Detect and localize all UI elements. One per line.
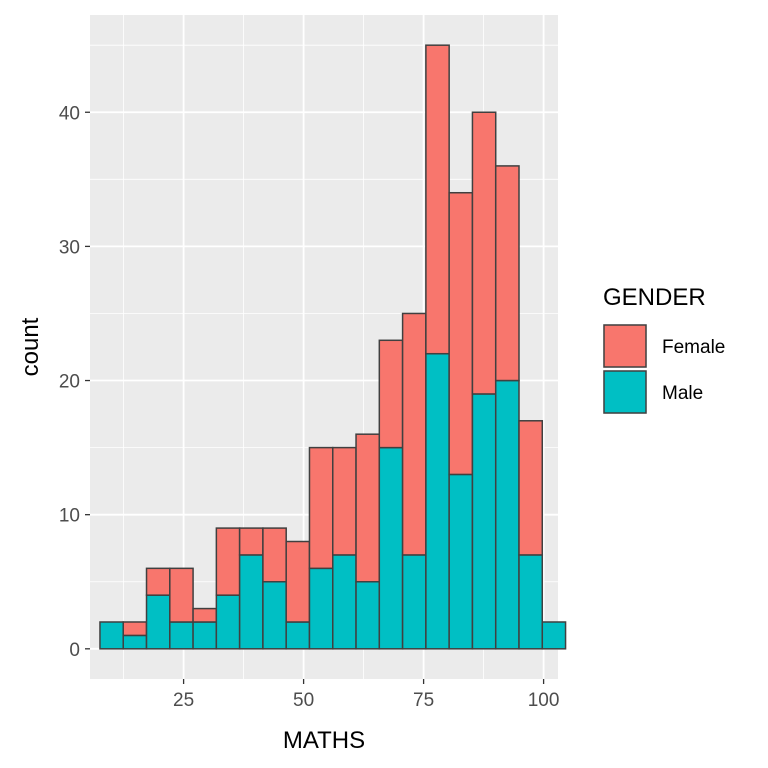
bar-male: [332, 554, 357, 650]
bar-female: [401, 312, 427, 556]
x-axis-title: MATHS: [283, 727, 365, 754]
bar-female: [192, 607, 218, 623]
bar-female: [355, 433, 381, 583]
bar-male: [518, 554, 544, 650]
bar-male: [471, 393, 497, 650]
bar-male: [238, 554, 264, 650]
bar-male: [192, 621, 218, 650]
bar-female: [285, 540, 311, 623]
bar-female: [145, 567, 171, 596]
bar-male: [448, 473, 474, 650]
bar-female: [262, 527, 287, 583]
bar-female: [308, 446, 334, 570]
bar-male: [122, 634, 148, 650]
bar-male: [355, 580, 381, 650]
bar-female: [471, 111, 497, 395]
bar-female: [378, 339, 404, 449]
bar-male: [145, 594, 171, 650]
x-tick-label: 75: [413, 690, 434, 711]
bar-male: [285, 621, 311, 650]
bar-male: [378, 446, 404, 650]
bar-female: [518, 420, 544, 556]
legend-key-male: [603, 370, 647, 414]
y-axis: 0 10 20 30 40: [59, 103, 90, 661]
bar-female: [425, 44, 450, 355]
bar-female: [122, 621, 148, 637]
bar-male: [308, 567, 334, 650]
bar-female: [494, 165, 520, 382]
y-axis-title: count: [17, 317, 44, 376]
y-tick-label: 20: [59, 372, 80, 393]
bar-female: [215, 527, 241, 596]
bar-male: [401, 554, 427, 650]
legend: GENDER Female Male: [603, 284, 725, 414]
bar-male: [541, 621, 567, 650]
bar-male: [262, 580, 287, 650]
y-tick-label: 10: [59, 506, 80, 527]
y-tick-label: 30: [59, 237, 80, 258]
legend-label-male: Male: [662, 383, 703, 404]
bar-female: [238, 527, 264, 556]
bar-female: [448, 191, 474, 476]
bar-female: [169, 567, 194, 623]
bar-male: [99, 621, 124, 650]
bar-male: [425, 352, 450, 650]
x-tick-label: 100: [528, 690, 560, 711]
legend-label-female: Female: [662, 337, 725, 358]
bar-male: [169, 621, 194, 650]
bars: [99, 44, 567, 650]
bar-male: [215, 594, 241, 650]
y-tick-label: 40: [59, 103, 80, 124]
bar-male: [494, 379, 520, 650]
legend-key-female: [603, 324, 647, 368]
x-tick-label: 50: [293, 690, 314, 711]
legend-title: GENDER: [603, 284, 706, 311]
y-tick-label: 0: [69, 640, 80, 661]
x-axis: 25 50 75 100: [173, 679, 559, 711]
x-tick-label: 25: [173, 690, 194, 711]
bar-female: [332, 446, 357, 556]
